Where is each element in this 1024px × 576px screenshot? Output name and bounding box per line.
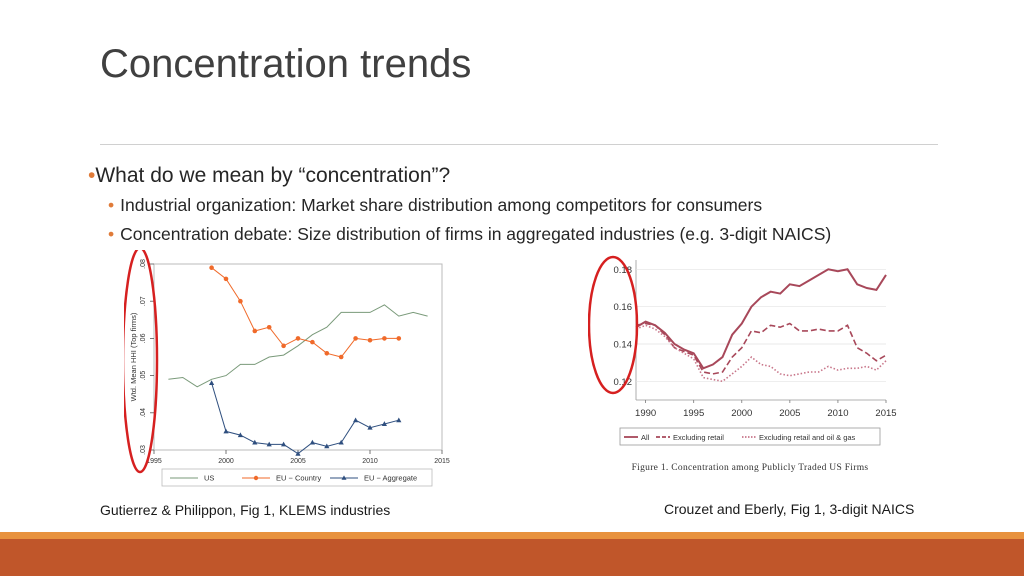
figure-caption: Figure 1. Concentration among Publicly T… <box>631 463 869 473</box>
legend-label: EU − Country <box>276 474 321 483</box>
right-caption: Crouzet and Eberly, Fig 1, 3-digit NAICS <box>664 501 915 517</box>
bullet-dot: • <box>108 224 115 244</box>
bullet-sub-1-text: Industrial organization: Market share di… <box>120 195 763 215</box>
y-tick-label: .07 <box>140 296 147 306</box>
legend-label: All <box>641 433 650 442</box>
series-line-0 <box>168 304 428 388</box>
data-point <box>281 441 287 447</box>
legend-marker <box>253 475 259 481</box>
data-point <box>367 424 373 430</box>
series-line-1 <box>211 267 399 358</box>
data-point <box>209 380 215 386</box>
y-tick-label: .05 <box>140 371 147 381</box>
bullet-dot: • <box>88 164 96 187</box>
y-tick-label: .08 <box>140 259 147 269</box>
data-point <box>324 350 330 356</box>
y-tick-label: .06 <box>140 333 147 343</box>
data-point <box>338 439 344 445</box>
data-point <box>252 439 258 445</box>
x-tick-label: 2015 <box>875 408 896 419</box>
bullet-sub-2-text: Concentration debate: Size distribution … <box>120 224 832 244</box>
data-point <box>266 324 272 330</box>
legend-box <box>619 427 881 446</box>
y-tick-label: .04 <box>140 408 147 418</box>
data-point <box>223 428 229 434</box>
data-point <box>295 450 301 456</box>
x-tick-label: 1995 <box>683 408 704 419</box>
data-point <box>209 265 214 271</box>
data-point <box>266 441 272 447</box>
plot-frame <box>153 263 443 451</box>
data-point <box>382 336 387 341</box>
x-tick-label: 2010 <box>362 458 378 465</box>
data-point <box>381 421 387 426</box>
y-tick-label: 0.14 <box>614 340 633 351</box>
series-line-1 <box>635 322 887 375</box>
bullet-sub-2: • Concentration debate: Size distribution… <box>108 224 831 245</box>
legend-label: US <box>204 474 214 483</box>
left-chart: .03 .04 .05 .06 .07 .08 1995 2000 2005 2010 2015 Wt… <box>124 250 450 487</box>
data-point <box>396 417 402 423</box>
bullet-sub-1: • Industrial organization: Market share d… <box>108 195 762 216</box>
slide-title: Concentration trends <box>100 42 472 86</box>
series-line-0 <box>635 268 887 370</box>
footer-bar <box>0 539 1024 576</box>
legend-marker <box>341 475 347 480</box>
left-caption: Gutierrez & Philippon, Fig 1, KLEMS indu… <box>100 502 391 518</box>
data-point <box>281 343 286 349</box>
data-point <box>252 328 258 334</box>
x-tick-label: 1995 <box>146 458 162 465</box>
legend-label: EU − Aggregate <box>364 474 417 483</box>
data-point <box>223 276 229 282</box>
bullet-main-text: What do we mean by “concentration”? <box>95 164 451 187</box>
right-chart: 0.12 0.14 0.16 0.18 1990 1995 2000 2005 2010 2015… <box>588 255 897 446</box>
legend-label: Excluding retail <box>673 433 724 442</box>
data-point <box>310 339 315 345</box>
legend-label: Excluding retail and oil & gas <box>759 433 856 442</box>
data-point <box>309 439 315 445</box>
series-line-2 <box>211 382 399 455</box>
y-tick-label: .03 <box>140 445 147 455</box>
data-point <box>238 298 243 304</box>
x-tick-label: 1990 <box>635 408 656 419</box>
y-tick-label: 0.16 <box>614 302 633 313</box>
annotation-circle <box>124 250 159 474</box>
annotation-circle <box>588 255 639 395</box>
data-point <box>396 336 402 341</box>
data-point <box>367 337 373 343</box>
x-tick-label: 2015 <box>434 458 450 465</box>
series-line-2 <box>635 324 887 383</box>
data-point <box>353 417 359 423</box>
y-tick-label: 0.12 <box>614 377 633 388</box>
x-tick-label: 2005 <box>290 458 306 465</box>
x-tick-label: 2000 <box>731 408 752 419</box>
y-tick-label: 0.18 <box>614 265 633 276</box>
data-point <box>237 432 243 438</box>
x-tick-label: 2005 <box>779 408 800 419</box>
footer-accent-bar <box>0 532 1024 539</box>
x-tick-label: 2000 <box>218 458 234 465</box>
data-point <box>353 336 358 341</box>
bullet-dot: • <box>108 195 115 215</box>
bullet-main: •What do we mean by “concentration”? <box>88 164 450 188</box>
y-axis-label: Wtd. Mean HHI (Top firms) <box>129 312 138 401</box>
title-divider <box>100 144 938 145</box>
x-tick-label: 2010 <box>827 408 848 419</box>
data-point <box>338 354 344 360</box>
data-point <box>295 336 301 341</box>
legend-box <box>161 468 433 487</box>
data-point <box>324 443 330 449</box>
